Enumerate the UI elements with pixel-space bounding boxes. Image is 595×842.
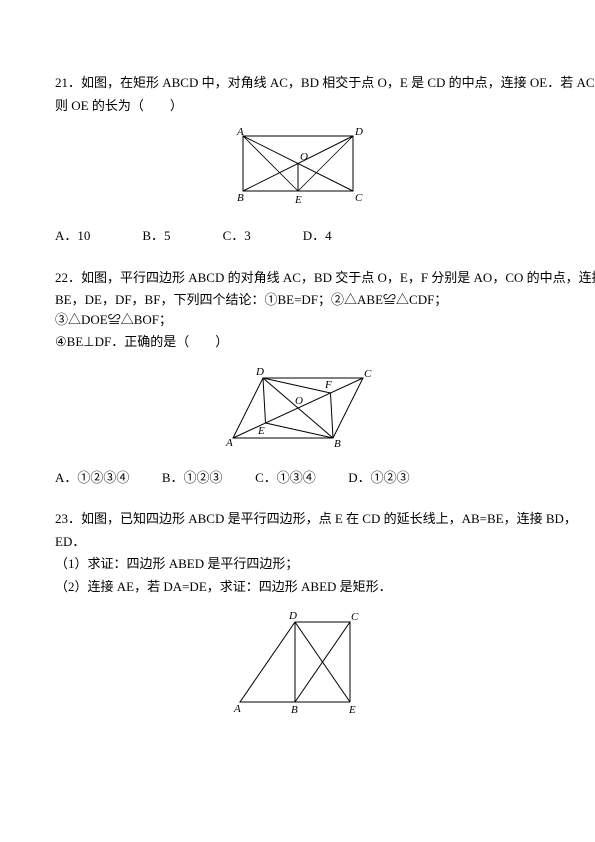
opt-21-d: D．4 xyxy=(303,228,332,243)
p22-line1: 22．如图，平行四边形 ABCD 的对角线 AC，BD 交于点 O，E，F 分别… xyxy=(55,268,540,288)
opt-21-b: B．5 xyxy=(142,228,170,243)
svg-text:C: C xyxy=(351,611,359,623)
opt-21-c: C．3 xyxy=(223,228,251,243)
p23-line3: （1）求证：四边形 ABED 是平行四边形； xyxy=(55,554,540,574)
problem-23-text: 23．如图，已知四边形 ABCD 是平行四边形，点 E 在 CD 的延长线上，A… xyxy=(55,509,540,596)
p21-line2: 则 OE 的长为（ ） xyxy=(55,96,540,116)
opt-22-c: C．①③④ xyxy=(255,470,316,485)
problem-23: 23．如图，已知四边形 ABCD 是平行四边形，点 E 在 CD 的延长线上，A… xyxy=(55,509,540,726)
opt-22-a: A．①②③④ xyxy=(55,470,129,485)
p21-options-row: A．10 B．5 C．3 D．4 xyxy=(55,226,540,246)
svg-text:F: F xyxy=(324,379,332,391)
problem-22: 22．如图，平行四边形 ABCD 的对角线 AC，BD 交于点 O，E，F 分别… xyxy=(55,268,540,488)
svg-text:E: E xyxy=(348,704,356,716)
problem-21: 21．如图，在矩形 ABCD 中，对角线 AC，BD 相交于点 O，E 是 CD… xyxy=(55,73,540,246)
problem-22-text: 22．如图，平行四边形 ABCD 的对角线 AC，BD 交于点 O，E，F 分别… xyxy=(55,268,540,352)
svg-text:D: D xyxy=(354,126,363,138)
svg-text:B: B xyxy=(291,704,298,716)
svg-text:O: O xyxy=(300,151,308,163)
svg-text:E: E xyxy=(294,194,302,206)
svg-text:D: D xyxy=(288,610,297,622)
svg-text:B: B xyxy=(237,192,244,204)
svg-text:C: C xyxy=(364,368,372,380)
problem-21-options: A．10 B．5 C．3 D．4 xyxy=(55,226,540,246)
p22-line3: ④BE⊥DF．正确的是（ ） xyxy=(55,332,540,352)
page: 21．如图，在矩形 ABCD 中，对角线 AC，BD 相交于点 O，E 是 CD… xyxy=(0,0,595,788)
svg-text:C: C xyxy=(355,192,363,204)
svg-text:B: B xyxy=(334,438,341,450)
parallelogram-diagram: A B C D O E F xyxy=(213,358,383,458)
parallelogram-ext-diagram: A B C D E xyxy=(225,602,370,722)
p23-line1: 23．如图，已知四边形 ABCD 是平行四边形，点 E 在 CD 的延长线上，A… xyxy=(55,509,540,529)
figure-23: A B C D E xyxy=(55,602,540,726)
svg-text:A: A xyxy=(236,126,244,138)
svg-text:O: O xyxy=(295,395,303,407)
svg-text:A: A xyxy=(225,437,233,449)
p22-line2: BE，DE，DF，BF，下列四个结论：①BE=DF；②△ABE≌△CDF；③△D… xyxy=(55,290,540,329)
p22-options-row: A．①②③④ B．①②③ C．①③④ D．①②③ xyxy=(55,468,540,488)
problem-22-options: A．①②③④ B．①②③ C．①③④ D．①②③ xyxy=(55,468,540,488)
figure-21: A D B C O E xyxy=(55,121,540,220)
opt-22-d: D．①②③ xyxy=(348,470,409,485)
problem-21-text: 21．如图，在矩形 ABCD 中，对角线 AC，BD 相交于点 O，E 是 CD… xyxy=(55,73,540,115)
svg-text:E: E xyxy=(257,425,265,437)
rectangle-diagram: A D B C O E xyxy=(223,121,373,216)
opt-22-b: B．①②③ xyxy=(162,470,223,485)
p23-line4: （2）连接 AE，若 DA=DE，求证：四边形 ABED 是矩形． xyxy=(55,577,540,597)
p23-line2: ED． xyxy=(55,532,540,552)
p21-line1: 21．如图，在矩形 ABCD 中，对角线 AC，BD 相交于点 O，E 是 CD… xyxy=(55,73,540,93)
svg-text:A: A xyxy=(233,703,241,715)
svg-text:D: D xyxy=(255,366,264,378)
figure-22: A B C D O E F xyxy=(55,358,540,462)
opt-21-a: A．10 xyxy=(55,228,90,243)
